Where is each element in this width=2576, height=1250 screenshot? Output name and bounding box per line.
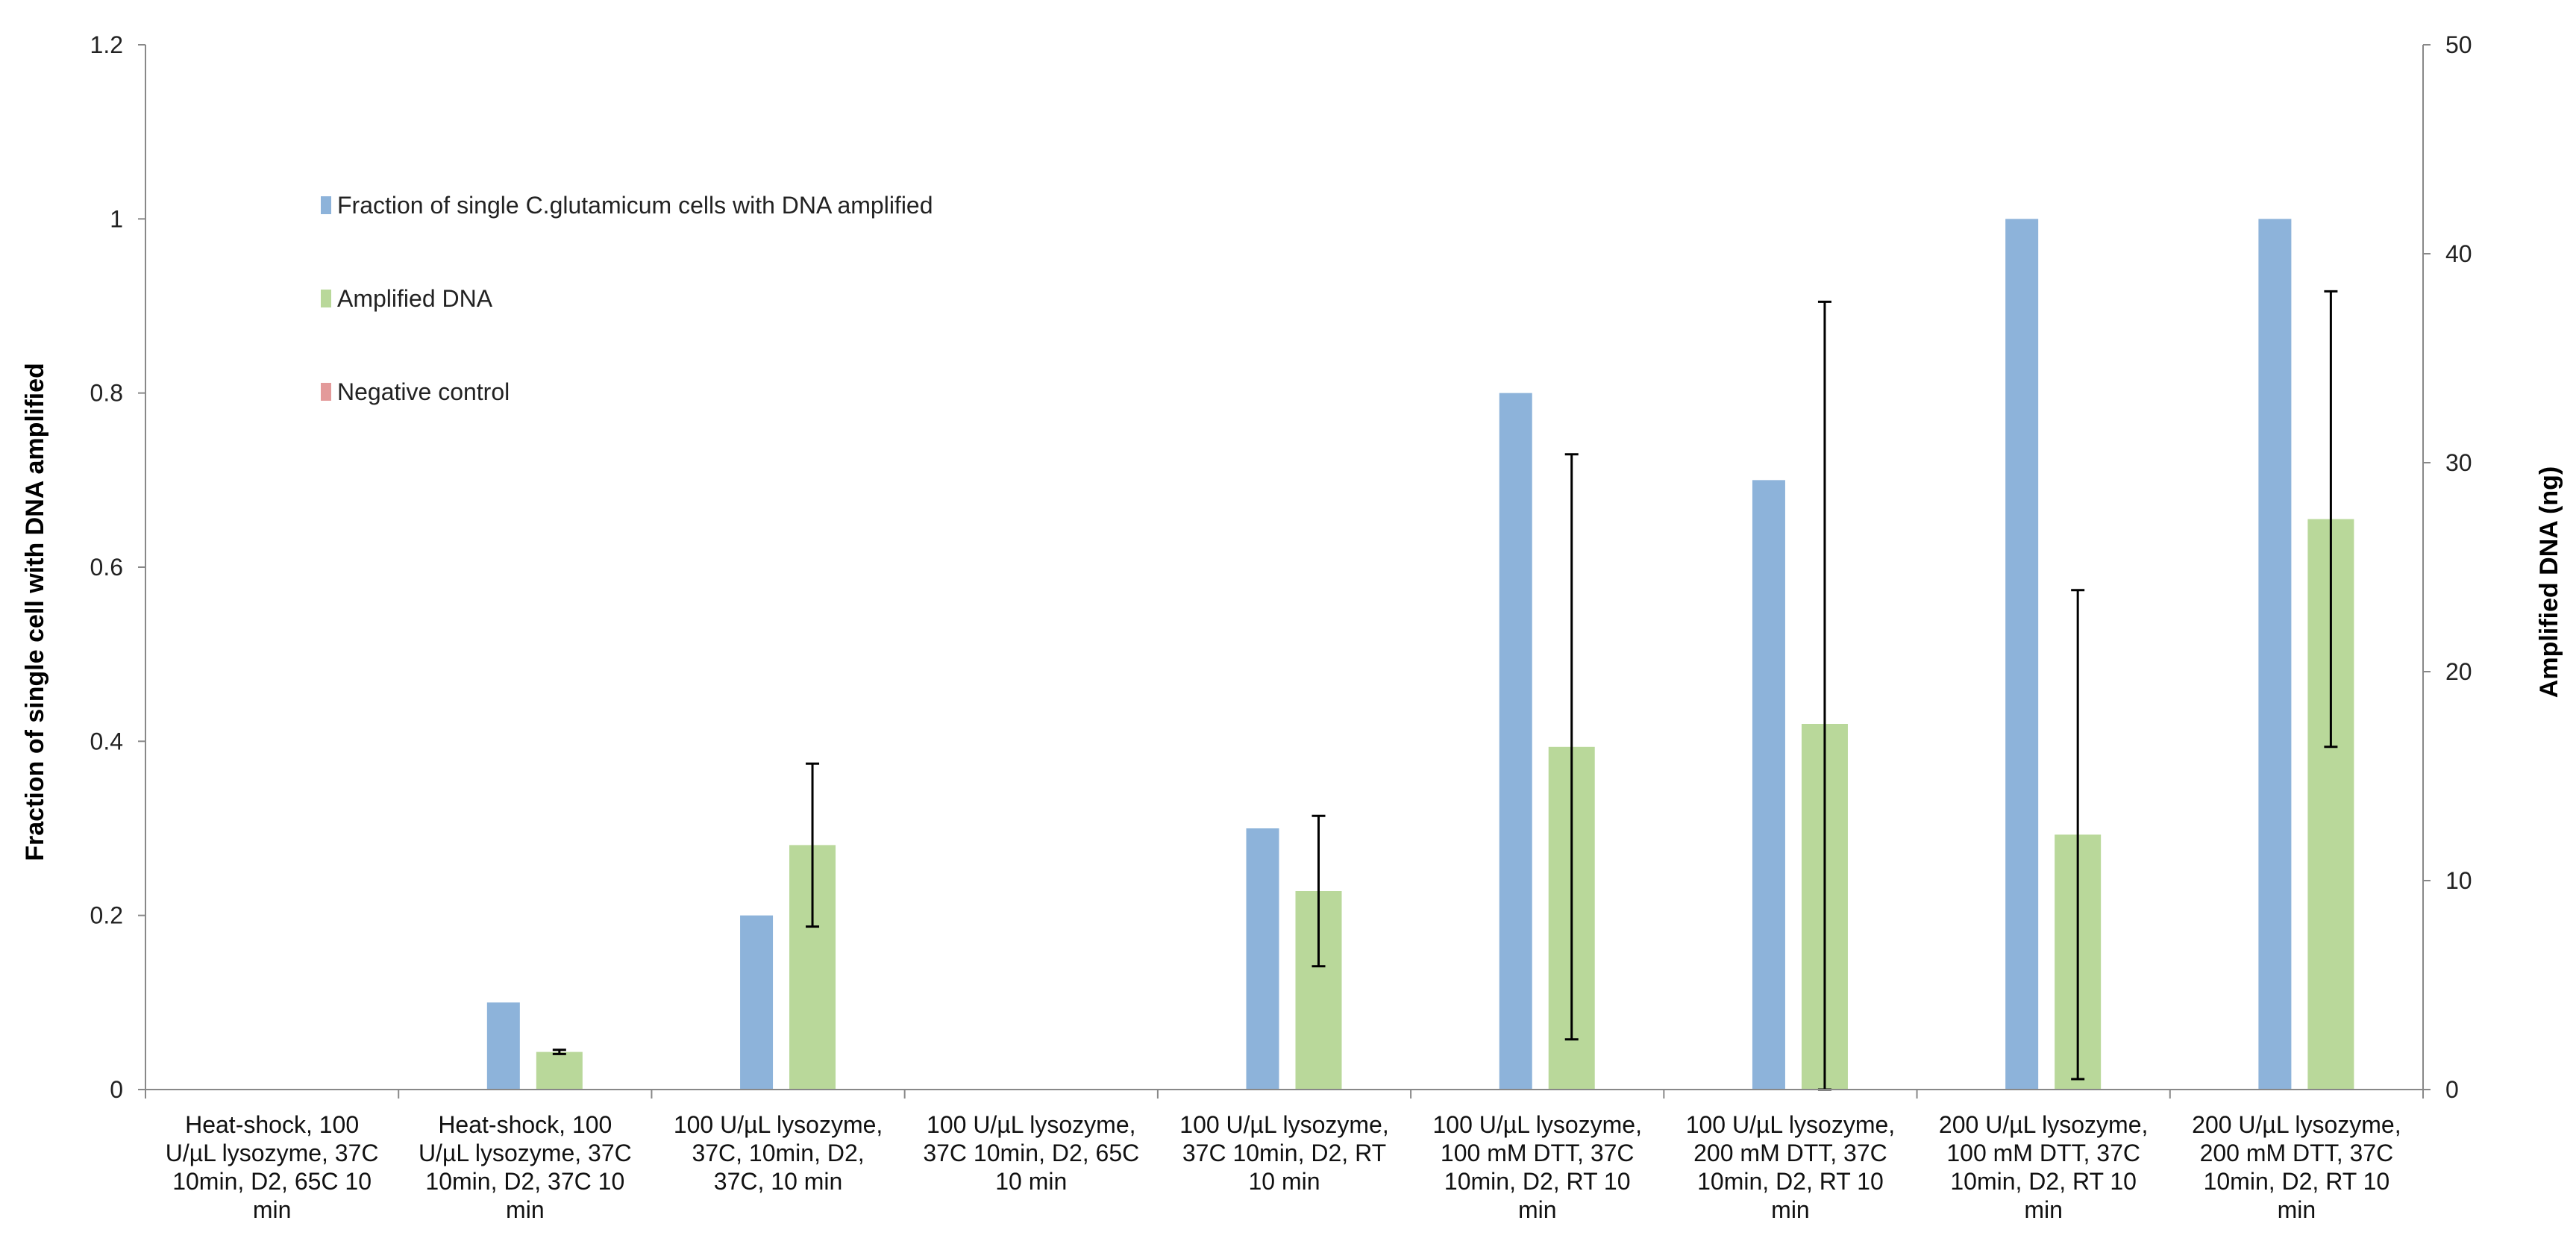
category-label-line: 37C 10min, D2, RT <box>1182 1140 1386 1166</box>
left-tick-label: 0.2 <box>90 902 123 929</box>
left-tick-label: 0.4 <box>90 728 123 754</box>
category-label-line: U/µL lysozyme, 37C <box>419 1140 632 1166</box>
category-label-line: 100 mM DTT, 37C <box>1946 1140 2140 1166</box>
legend: Fraction of single C.glutamicum cells wi… <box>321 192 933 405</box>
bar-fraction <box>740 915 774 1090</box>
legend-swatch <box>321 196 331 214</box>
bar-fraction <box>1246 828 1279 1090</box>
category-label-line: min <box>2024 1196 2063 1223</box>
category-label-line: 10min, D2, 65C 10 <box>172 1168 372 1195</box>
right-tick-label: 50 <box>2445 31 2472 58</box>
ticks-layer: 0 0.2 0.4 0.6 0.8 1 1.2 0 10 20 30 40 50 <box>90 31 2472 1103</box>
bar-fraction <box>486 1002 520 1090</box>
category-label-line: 100 U/µL lysozyme, <box>1179 1111 1388 1138</box>
bars-layer <box>486 219 2354 1090</box>
category-label: Heat-shock, 100 U/µL lysozyme, 37C 10min, … <box>166 1111 379 1223</box>
right-tick-label: 20 <box>2445 658 2472 685</box>
category-label: Heat-shock, 100 U/µL lysozyme, 37C 10min, … <box>419 1111 632 1223</box>
category-label: 100 U/µL lysozyme, 100 mM DTT, 37C 10min, … <box>1432 1111 1641 1223</box>
category-label-line: U/µL lysozyme, 37C <box>166 1140 379 1166</box>
category-label-line: 37C, 10min, D2, <box>692 1140 864 1166</box>
category-label-line: 200 mM DTT, 37C <box>2200 1140 2394 1166</box>
bar-fraction <box>1499 393 1532 1090</box>
legend-swatch <box>321 383 331 401</box>
left-tick-label: 1.2 <box>90 31 123 58</box>
category-label-line: 37C, 10 min <box>714 1168 843 1195</box>
category-label-line: 10min, D2, RT 10 <box>2204 1168 2390 1195</box>
left-tick-label: 0.6 <box>90 554 123 581</box>
category-label-line: min <box>1518 1196 1557 1223</box>
category-labels-layer: Heat-shock, 100 U/µL lysozyme, 37C 10min, … <box>166 1111 2401 1223</box>
category-label-line: 37C 10min, D2, 65C <box>923 1140 1139 1166</box>
category-label-line: Heat-shock, 100 <box>185 1111 359 1138</box>
category-label-line: 10min, D2, RT 10 <box>1444 1168 1631 1195</box>
left-tick-label: 0 <box>110 1076 123 1103</box>
category-label: 100 U/µL lysozyme, 37C 10min, D2, 65C 10 m… <box>923 1111 1139 1195</box>
category-label-line: 100 U/µL lysozyme, <box>674 1111 883 1138</box>
category-label-line: Heat-shock, 100 <box>438 1111 612 1138</box>
legend-label: Amplified DNA <box>337 285 493 312</box>
bar-fraction <box>2005 219 2039 1090</box>
category-label-line: min <box>506 1196 545 1223</box>
category-label: 200 U/µL lysozyme, 100 mM DTT, 37C 10min, … <box>1939 1111 2148 1223</box>
left-tick-label: 1 <box>110 205 123 232</box>
category-label-line: 200 U/µL lysozyme, <box>1939 1111 2148 1138</box>
right-axis-title: Amplified DNA (ng) <box>2535 466 2563 698</box>
category-label-line: min <box>1771 1196 1810 1223</box>
category-label-line: 100 mM DTT, 37C <box>1441 1140 1635 1166</box>
category-label: 100 U/µL lysozyme, 200 mM DTT, 37C 10min, … <box>1686 1111 1895 1223</box>
category-label-line: 10 min <box>1248 1168 1320 1195</box>
category-label-line: 10 min <box>995 1168 1067 1195</box>
category-label-line: 100 U/µL lysozyme, <box>1686 1111 1895 1138</box>
category-label-line: 200 mM DTT, 37C <box>1693 1140 1887 1166</box>
error-bars-layer <box>552 290 2338 1091</box>
category-label-line: min <box>253 1196 292 1223</box>
right-tick-label: 10 <box>2445 867 2472 894</box>
category-label-line: 100 U/µL lysozyme, <box>1432 1111 1641 1138</box>
left-axis-title: Fraction of single cell with DNA amplifi… <box>21 363 49 860</box>
right-tick-label: 30 <box>2445 449 2472 476</box>
category-label-line: 100 U/µL lysozyme, <box>927 1111 1135 1138</box>
right-tick-label: 0 <box>2445 1076 2459 1103</box>
legend-swatch <box>321 290 331 307</box>
category-label-line: 10min, D2, RT 10 <box>1950 1168 2137 1195</box>
category-label-line: 10min, D2, RT 10 <box>1697 1168 1884 1195</box>
category-label-line: 10min, D2, 37C 10 <box>425 1168 624 1195</box>
category-label: 200 U/µL lysozyme, 200 mM DTT, 37C 10min, … <box>2192 1111 2401 1223</box>
category-label: 100 U/µL lysozyme, 37C 10min, D2, RT 10 mi… <box>1179 1111 1388 1195</box>
bar-fraction <box>1752 480 1785 1090</box>
bar-amplified-dna <box>536 1051 583 1090</box>
category-label-line: 200 U/µL lysozyme, <box>2192 1111 2401 1138</box>
legend-label: Negative control <box>337 378 510 405</box>
category-label-line: min <box>2278 1196 2316 1223</box>
bar-fraction <box>2258 219 2292 1090</box>
right-tick-label: 40 <box>2445 240 2472 267</box>
left-tick-label: 0.8 <box>90 380 123 407</box>
legend-label: Fraction of single C.glutamicum cells wi… <box>337 192 933 219</box>
category-label: 100 U/µL lysozyme, 37C, 10min, D2, 37C, 10… <box>674 1111 883 1195</box>
